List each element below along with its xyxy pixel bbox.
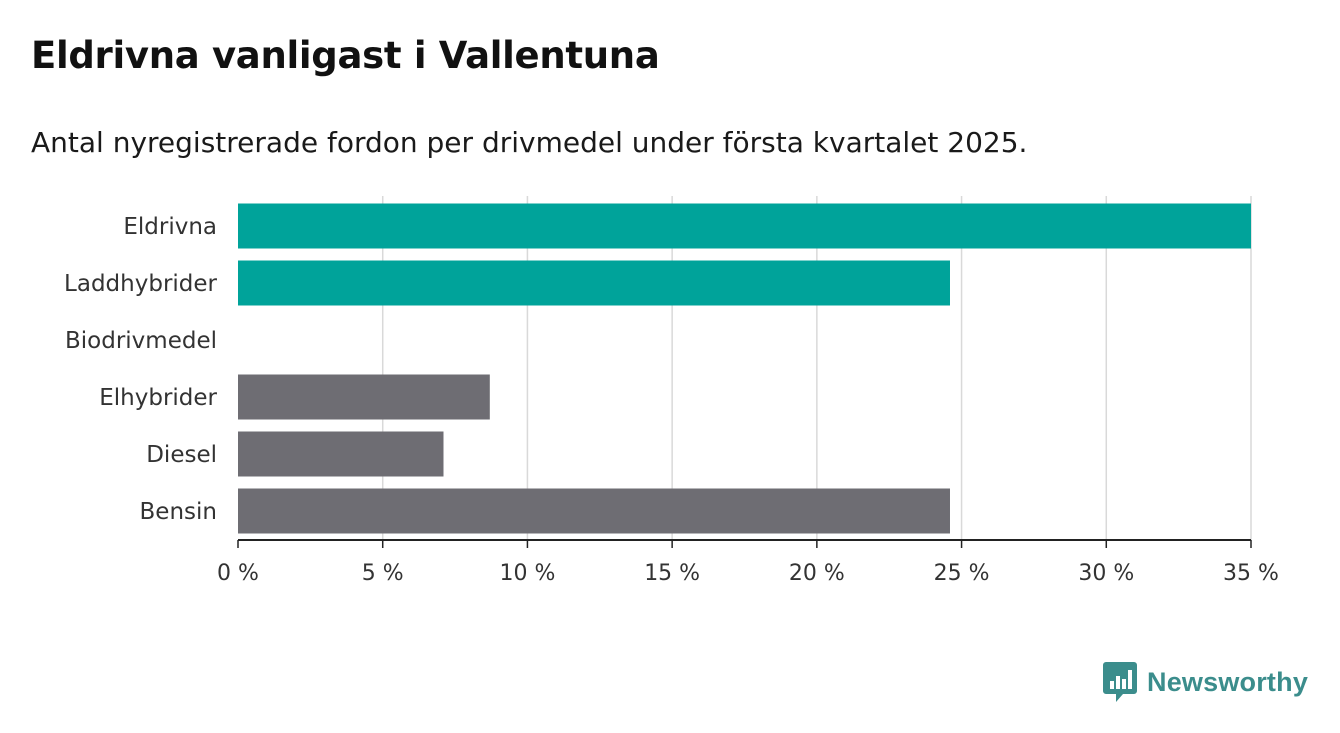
newsworthy-logo: Newsworthy — [1103, 662, 1308, 702]
category-label: Biodrivmedel — [65, 328, 217, 354]
x-axis: 0 % 5 % 10 % 15 % 20 % 25 % 30 % 35 % — [217, 539, 1279, 586]
x-tick-label: 0 % — [217, 561, 259, 586]
x-tick-label: 10 % — [499, 561, 555, 586]
x-tick-label: 25 % — [934, 561, 990, 586]
category-label: Eldrivna — [123, 214, 217, 240]
chart-title: Eldrivna vanligast i Vallentuna — [31, 34, 660, 77]
bar-elhybrider — [238, 374, 490, 420]
newsworthy-chart-icon — [1103, 662, 1137, 702]
brand-name: Newsworthy — [1147, 666, 1309, 697]
category-label: Laddhybrider — [64, 271, 217, 297]
x-tick-label: 35 % — [1223, 561, 1279, 586]
category-label: Elhybrider — [99, 385, 217, 411]
chart-subtitle: Antal nyregistrerade fordon per drivmede… — [31, 126, 1028, 159]
grid-lines — [381, 196, 1252, 540]
bar-eldrivna — [238, 203, 1251, 249]
x-tick-label: 20 % — [789, 561, 845, 586]
x-tick-label: 30 % — [1078, 561, 1134, 586]
bar-diesel — [238, 431, 444, 477]
bars — [238, 203, 1251, 534]
bar-laddhybrider — [238, 260, 950, 306]
x-tick-label: 5 % — [362, 561, 404, 586]
bar-bensin — [238, 488, 950, 534]
category-label: Diesel — [146, 442, 217, 468]
x-tick-label: 15 % — [644, 561, 700, 586]
category-labels: Eldrivna Laddhybrider Biodrivmedel Elhybrid… — [64, 214, 217, 525]
category-label: Bensin — [140, 499, 217, 525]
